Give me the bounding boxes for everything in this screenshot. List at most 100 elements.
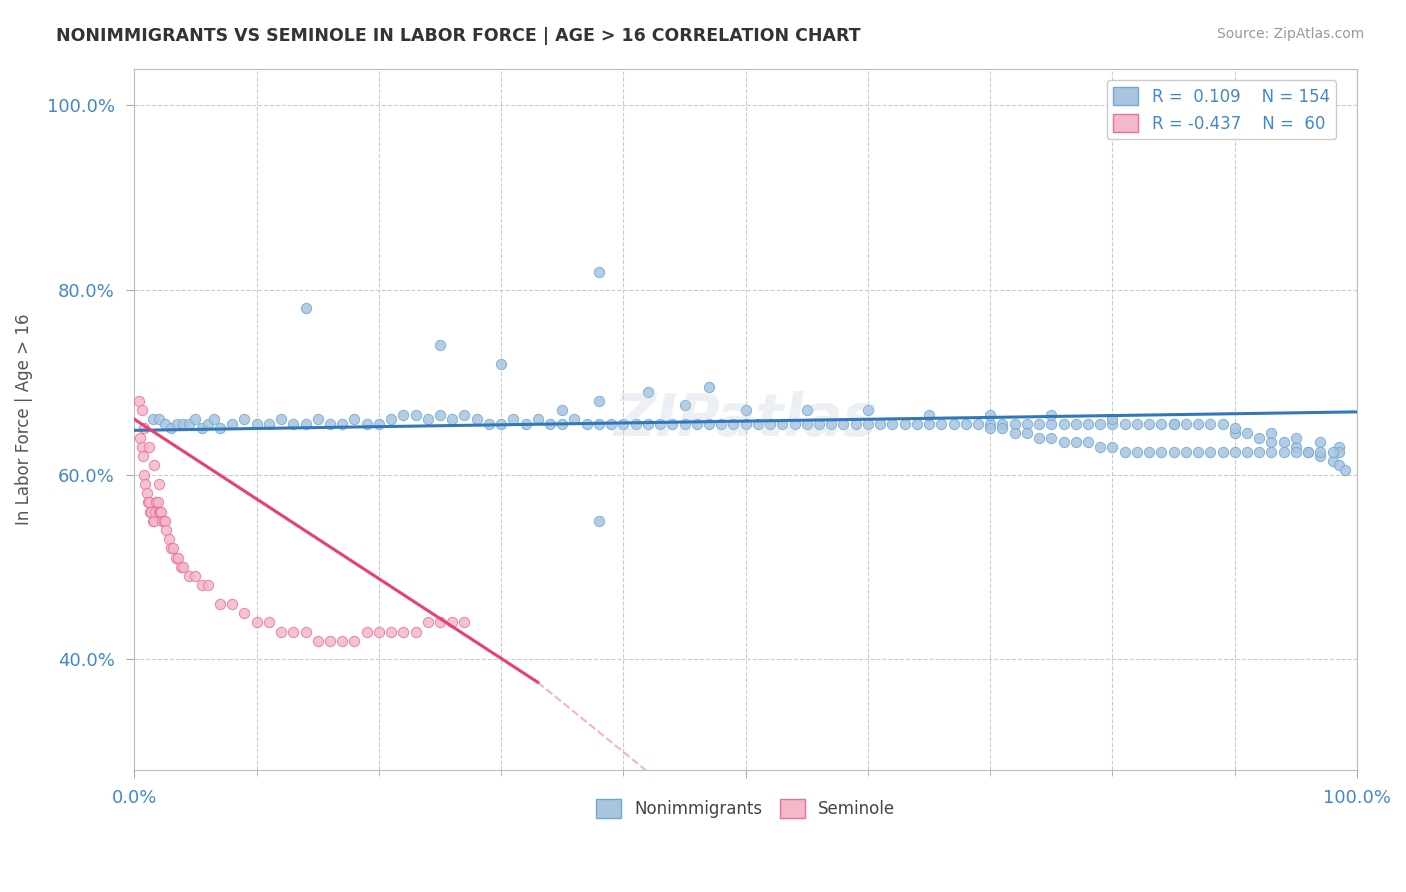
Point — [624, 417, 647, 431]
Point — [134, 476, 156, 491]
Point — [190, 421, 212, 435]
Point — [1187, 444, 1209, 458]
Point — [1327, 458, 1350, 473]
Point — [1327, 440, 1350, 454]
Point — [882, 417, 904, 431]
Point — [132, 449, 155, 463]
Point — [429, 408, 451, 422]
Point — [135, 486, 157, 500]
Point — [673, 417, 696, 431]
Point — [856, 403, 879, 417]
Point — [1260, 444, 1282, 458]
Point — [612, 417, 634, 431]
Point — [283, 417, 305, 431]
Point — [796, 403, 818, 417]
Point — [588, 264, 610, 278]
Point — [1004, 417, 1026, 431]
Point — [1064, 417, 1087, 431]
Point — [294, 417, 316, 431]
Point — [131, 403, 153, 417]
Point — [1028, 417, 1050, 431]
Point — [429, 338, 451, 352]
Point — [1236, 426, 1258, 441]
Text: NONIMMIGRANTS VS SEMINOLE IN LABOR FORCE | AGE > 16 CORRELATION CHART: NONIMMIGRANTS VS SEMINOLE IN LABOR FORCE… — [56, 27, 860, 45]
Point — [1322, 454, 1344, 468]
Point — [979, 417, 1001, 431]
Point — [330, 633, 353, 648]
Point — [380, 412, 402, 426]
Point — [136, 495, 159, 509]
Point — [330, 417, 353, 431]
Point — [478, 417, 501, 431]
Point — [172, 560, 194, 574]
Point — [747, 417, 769, 431]
Point — [1260, 435, 1282, 450]
Point — [319, 417, 342, 431]
Point — [551, 403, 574, 417]
Point — [208, 597, 231, 611]
Point — [538, 417, 561, 431]
Point — [429, 615, 451, 630]
Point — [139, 504, 162, 518]
Point — [221, 597, 243, 611]
Point — [1015, 426, 1038, 441]
Point — [918, 417, 941, 431]
Point — [575, 417, 598, 431]
Point — [1272, 435, 1295, 450]
Point — [190, 578, 212, 592]
Point — [856, 417, 879, 431]
Point — [138, 440, 160, 454]
Point — [172, 417, 194, 431]
Point — [441, 615, 464, 630]
Point — [845, 417, 868, 431]
Point — [1333, 463, 1355, 477]
Point — [1090, 417, 1112, 431]
Point — [392, 624, 415, 639]
Point — [148, 504, 170, 518]
Point — [170, 560, 193, 574]
Point — [1309, 444, 1331, 458]
Point — [661, 417, 683, 431]
Point — [1137, 444, 1160, 458]
Point — [416, 412, 439, 426]
Point — [515, 417, 537, 431]
Point — [283, 624, 305, 639]
Point — [246, 417, 269, 431]
Point — [319, 633, 342, 648]
Point — [991, 421, 1014, 435]
Point — [356, 624, 378, 639]
Point — [343, 633, 366, 648]
Point — [294, 624, 316, 639]
Point — [142, 514, 165, 528]
Point — [1223, 444, 1246, 458]
Point — [453, 615, 475, 630]
Point — [1126, 444, 1149, 458]
Point — [820, 417, 842, 431]
Point — [202, 412, 225, 426]
Point — [600, 417, 623, 431]
Point — [979, 421, 1001, 435]
Point — [131, 440, 153, 454]
Point — [465, 412, 488, 426]
Point — [152, 514, 174, 528]
Text: Source: ZipAtlas.com: Source: ZipAtlas.com — [1216, 27, 1364, 41]
Point — [770, 417, 793, 431]
Point — [1249, 431, 1271, 445]
Legend: Nonimmigrants, Seminole: Nonimmigrants, Seminole — [589, 793, 901, 825]
Point — [142, 514, 165, 528]
Point — [157, 533, 180, 547]
Point — [929, 417, 952, 431]
Point — [165, 550, 187, 565]
Point — [197, 417, 219, 431]
Point — [955, 417, 977, 431]
Point — [1077, 417, 1099, 431]
Point — [149, 504, 172, 518]
Point — [1285, 431, 1308, 445]
Point — [759, 417, 782, 431]
Point — [502, 412, 524, 426]
Point — [673, 398, 696, 412]
Point — [1327, 444, 1350, 458]
Point — [1285, 444, 1308, 458]
Point — [527, 412, 550, 426]
Point — [416, 615, 439, 630]
